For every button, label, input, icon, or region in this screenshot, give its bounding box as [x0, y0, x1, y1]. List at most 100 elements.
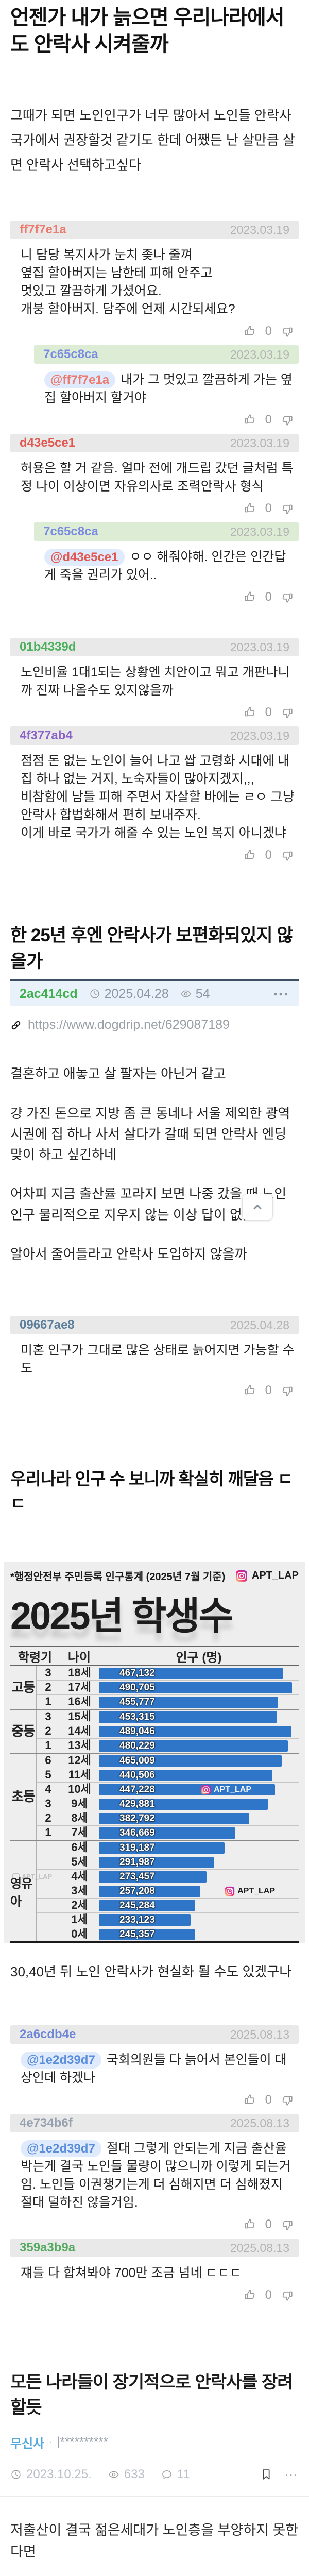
thumbs-up-icon[interactable] [244, 2093, 257, 2107]
comment-line: 니 담당 복지사가 눈치 좆나 줄껴 [21, 248, 193, 263]
chart-age-label: 16세 [68, 1695, 91, 1708]
thumbs-up-icon[interactable] [244, 849, 257, 862]
chart-value-label: 245,357 [119, 1928, 155, 1940]
source-url[interactable]: https://www.dogdrip.net/629087189 [28, 1018, 230, 1032]
post-2-body: 결혼하고 애놓고 살 팔자는 아닌거 같고 걍 가진 돈으로 지방 좀 큰 동네… [10, 1063, 299, 1264]
thumbs-down-icon[interactable] [280, 325, 294, 338]
scroll-to-top-button[interactable] [242, 1194, 273, 1221]
chart-bar-track: 319,187 APT_LAP APT_LAP [99, 1842, 296, 1854]
chart-value-label: 257,208 [119, 1885, 155, 1896]
like-count: 0 [265, 2093, 272, 2107]
comment-header: ff7f7e1a 2023.03.19 [10, 221, 299, 240]
comment-line: @1e2d39d7 절대 그렇게 안되는게 지금 출산율 박는게 결국 노인들 물… [21, 2140, 296, 2212]
mention-chip[interactable]: @ff7f7e1a [44, 371, 116, 389]
chart-value-label: 447,228 [119, 1784, 155, 1795]
chart-row: 2 14세 489,046 APT_LAP APT_LAP [37, 1724, 299, 1739]
author-id[interactable]: 2ac414cd [20, 986, 78, 1001]
thumbs-up-icon[interactable] [244, 325, 257, 338]
commenter-id[interactable]: 4e734b6f [20, 2116, 73, 2130]
comment-body: 쟤들 다 합쳐봐야 700만 조금 넘네 ㄷㄷㄷ [10, 2257, 299, 2282]
col-header: 인구 (명) [176, 1650, 222, 1665]
chart-value-label: 245,284 [119, 1900, 155, 1911]
thumbs-down-icon[interactable] [280, 849, 294, 862]
thumbs-down-icon[interactable] [280, 2093, 294, 2107]
comment-date: 2025.08.13 [230, 2241, 289, 2255]
commenter-id[interactable]: 01b4339d [20, 640, 76, 654]
chart-grade [37, 1841, 60, 1855]
chart-row: 6세 319,187 APT_LAP APT_LAP [37, 1841, 299, 1855]
chart-bar-track: 447,228 APT_LAP APT_LAP [99, 1784, 296, 1795]
thumbs-down-icon[interactable] [280, 413, 294, 427]
post-1: 언젠가 내가 늙으면 우리나라에서도 안락사 시켜줄까 그때가 되면 노인인구가… [10, 0, 299, 865]
thumbs-down-icon[interactable] [280, 2289, 294, 2302]
chart-row: 5세 291,987 APT_LAP APT_LAP [37, 1855, 299, 1870]
author-company[interactable]: 무신사 [10, 2436, 45, 2451]
comment-date: 2023.03.19 [230, 347, 289, 361]
post-3-comments: 2a6cdb4e 2025.08.13 @1e2d39d7 국회의원들 다 늙어서… [10, 2025, 299, 2305]
chart-bar: 245,284 [99, 1900, 196, 1911]
comment-reply: 7c65c8ca 2023.03.19 @ff7f7e1a 내가 그 멋있고 깔끔… [34, 345, 299, 430]
thumbs-up-icon[interactable] [244, 2218, 257, 2231]
comment-line: 허용은 할 거 같음. 얼마 전에 개드립 갔던 글처럼 특정 나이 이상이면 … [21, 461, 294, 494]
more-menu-icon[interactable]: ●●● [273, 990, 289, 998]
comment-like-row: 0 [34, 584, 299, 607]
thumbs-up-icon[interactable] [244, 706, 257, 719]
thumbs-down-icon[interactable] [280, 502, 294, 515]
mention-chip[interactable]: @1e2d39d7 [21, 2140, 101, 2158]
mention-chip[interactable]: @d43e5ce1 [44, 549, 125, 566]
like-count: 0 [265, 705, 272, 720]
thumbs-up-icon[interactable] [244, 502, 257, 515]
commenter-id[interactable]: d43e5ce1 [20, 436, 76, 450]
post-2-title: 한 25년 후엔 안락사가 보편화되있지 않을가 [10, 925, 294, 972]
chart-value-label: 319,187 [119, 1842, 155, 1853]
like-count: 0 [265, 2288, 272, 2302]
chart-row: 2세 245,284 APT_LAP APT_LAP [37, 1898, 299, 1913]
chart-bar-track: 382,792 APT_LAP APT_LAP [99, 1812, 296, 1824]
more-menu-icon[interactable]: ⋯ [284, 2466, 299, 2482]
thumbs-up-icon[interactable] [244, 2289, 257, 2302]
chart-row: 1 7세 346,669 APT_LAP APT_LAP [37, 1825, 299, 1840]
thumbs-down-icon[interactable] [280, 590, 294, 604]
body-paragraph: 저출산이 결국 젊은세대가 노인층을 부양하지 못한다면 [10, 2522, 299, 2560]
comment-line: 개붕 할아버지. 담주에 언제 시간되세요? [21, 302, 235, 317]
commenter-id[interactable]: ff7f7e1a [20, 223, 66, 237]
thumbs-down-icon[interactable] [280, 1384, 294, 1397]
commenter-id[interactable]: 7c65c8ca [43, 524, 98, 539]
chart-row: 4 10세 447,228 APT_LAP APT_LAP [37, 1782, 299, 1797]
post-4-body: 저출산이 결국 젊은세대가 노인층을 부양하지 못한다면 부양할 노인들을 줄이… [10, 2520, 299, 2576]
mention-chip[interactable]: @1e2d39d7 [21, 2052, 101, 2069]
chart-bar-track: 440,506 APT_LAP APT_LAP [99, 1769, 296, 1781]
thumbs-up-icon[interactable] [244, 590, 257, 604]
bookmark-icon[interactable] [260, 2468, 273, 2481]
comment-date: 2023.03.19 [230, 524, 289, 538]
commenter-id[interactable]: 4f377ab4 [20, 728, 73, 743]
comment-text: 국회의원들 다 늙어서 본인들이 대상인데 하겠나 [21, 2053, 287, 2086]
commenter-id[interactable]: 7c65c8ca [43, 347, 98, 362]
chart-bar-track: 465,009 APT_LAP APT_LAP [99, 1755, 296, 1767]
chart-value-label: 429,881 [119, 1798, 155, 1809]
comment: ff7f7e1a 2023.03.19 니 담당 복지사가 눈치 좆나 줄껴 옆… [10, 221, 299, 341]
chart-bar-track: 489,046 APT_LAP APT_LAP [99, 1725, 296, 1737]
comment-body: @d43e5ce1 ㅇㅇ 해줘야해. 인간은 인간답게 죽을 권리가 있어.. [34, 541, 299, 584]
view-count: 633 [124, 2467, 145, 2482]
comment-like-row: 0 [10, 318, 299, 341]
chevron-up-icon [251, 1200, 264, 1214]
chart-bar: 453,315 [99, 1711, 278, 1723]
comment-date: 2023.03.19 [230, 640, 289, 654]
chart-table-header: 학령기 나이 인구 (명) [10, 1647, 299, 1667]
thumbs-down-icon[interactable] [280, 2218, 294, 2231]
comment-bubble-icon [161, 2469, 173, 2480]
thumbs-up-icon[interactable] [244, 413, 257, 427]
commenter-id[interactable]: 359a3b9a [20, 2241, 76, 2255]
post-views-meta: 54 [180, 987, 210, 1002]
thumbs-up-icon[interactable] [244, 1384, 257, 1397]
commenter-id[interactable]: 2a6cdb4e [20, 2027, 76, 2042]
comment-line: 비참함에 남들 피해 주면서 자살할 바에는 ㄹㅇ 그냥 안락사 합법화해서 편… [21, 790, 295, 823]
thumbs-down-icon[interactable] [280, 706, 294, 719]
clock-icon [10, 2469, 22, 2480]
watermark-text: APT_LAP [237, 1886, 275, 1895]
chart-row: 3세 257,208 APT_LAP APT_LAP [37, 1884, 299, 1899]
commenter-id[interactable]: 09667ae8 [20, 1318, 75, 1332]
